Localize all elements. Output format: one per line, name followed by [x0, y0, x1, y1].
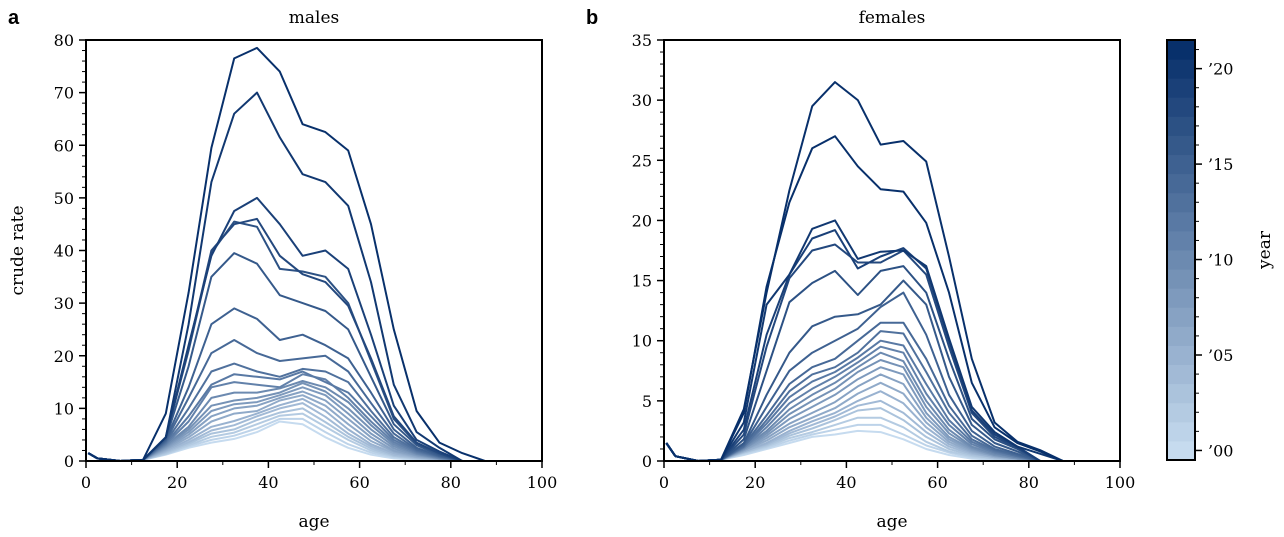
- colorbar-segment: [1167, 364, 1195, 385]
- colorbar-segment: [1167, 440, 1195, 461]
- colorbar: ’00 ’05 ’10 ’15 ’20 year: [1166, 39, 1275, 461]
- x-tick-label: 80: [441, 473, 461, 492]
- colorbar-tick-label: ’15: [1208, 155, 1233, 174]
- colorbar-segment: [1167, 402, 1195, 423]
- colorbar-segment: [1167, 97, 1195, 117]
- x-axis-label: age: [876, 512, 907, 532]
- y-tick-label: 0: [642, 452, 652, 471]
- x-tick-label: 20: [745, 473, 765, 492]
- series-line-2021: [87, 46, 486, 462]
- y-tick-label: 10: [632, 332, 652, 351]
- series-line-2022: [665, 81, 1064, 462]
- x-tick-label: 20: [167, 473, 187, 492]
- plot-frame: [85, 39, 543, 462]
- y-tick-label: 10: [54, 399, 74, 418]
- x-tick-label: 60: [349, 473, 369, 492]
- series-line-2016: [87, 252, 485, 462]
- series-line-2014: [87, 339, 485, 462]
- y-tick-label: 70: [54, 84, 74, 103]
- colorbar-tick-label: ’10: [1208, 251, 1233, 270]
- y-tick-label: 0: [64, 452, 74, 471]
- colorbar-segment: [1167, 250, 1195, 270]
- colorbar-segment: [1167, 288, 1195, 308]
- x-axis-label: age: [298, 512, 329, 532]
- series-line-2021: [665, 135, 1064, 462]
- panel-title: females: [859, 8, 926, 28]
- y-axis-label: crude rate: [8, 205, 28, 295]
- x-tick-label: 40: [258, 473, 278, 492]
- colorbar-segment: [1167, 269, 1195, 289]
- colorbar-label: year: [1255, 230, 1275, 270]
- colorbar-segment: [1167, 135, 1195, 156]
- panel-a: a males 0 20 40 60 80 100 0 10 20 30 40 50 60 70 80 age cr…: [8, 7, 557, 532]
- x-tick-label: 0: [81, 473, 91, 492]
- series-line-2015: [665, 291, 1063, 462]
- colorbar-segment: [1167, 326, 1195, 346]
- colorbar-segment: [1167, 383, 1195, 404]
- y-tick-label: 25: [632, 151, 652, 170]
- y-tick-label: 60: [54, 136, 74, 155]
- series-line-2020: [87, 91, 485, 462]
- y-tick-label: 80: [54, 31, 74, 50]
- y-tick-label: 5: [642, 392, 652, 411]
- colorbar-tick-label: ’00: [1208, 441, 1233, 460]
- colorbar-frame: [1166, 39, 1196, 461]
- colorbar-segment: [1167, 40, 1195, 60]
- x-tick-label: 40: [836, 473, 856, 492]
- y-tick-label: 30: [54, 294, 74, 313]
- panel-letter: b: [586, 7, 598, 29]
- colorbar-segment: [1167, 211, 1195, 232]
- panel-b: b females 0 20 40 60 80 100 0 5 10 15 20 25 30 35 age: [586, 7, 1135, 532]
- colorbar-tick-label: ’05: [1208, 346, 1233, 365]
- colorbar-tick-label: ’20: [1208, 60, 1233, 79]
- y-tick-label: 15: [632, 272, 652, 291]
- y-tick-label: 30: [632, 91, 652, 110]
- colorbar-segment: [1167, 345, 1195, 366]
- colorbar-segment: [1167, 173, 1195, 194]
- panel-title: males: [289, 8, 339, 28]
- colorbar-segment: [1167, 154, 1195, 175]
- y-tick-label: 50: [54, 189, 74, 208]
- x-tick-label: 80: [1019, 473, 1039, 492]
- x-tick-label: 100: [1105, 473, 1136, 492]
- y-tick-label: 20: [632, 211, 652, 230]
- colorbar-segment: [1167, 59, 1195, 79]
- y-tick-label: 35: [632, 31, 652, 50]
- y-tick-label: 40: [54, 242, 74, 261]
- x-tick-label: 60: [927, 473, 947, 492]
- colorbar-segment: [1167, 192, 1195, 213]
- x-tick-label: 100: [527, 473, 558, 492]
- x-tick-label: 0: [659, 473, 669, 492]
- panel-letter: a: [8, 7, 20, 29]
- colorbar-segment: [1167, 230, 1195, 251]
- series-line-2017: [87, 220, 485, 462]
- colorbar-segment: [1167, 421, 1195, 442]
- colorbar-segment: [1167, 116, 1195, 136]
- colorbar-segment: [1167, 78, 1195, 98]
- colorbar-segment: [1167, 307, 1195, 327]
- y-tick-label: 20: [54, 347, 74, 366]
